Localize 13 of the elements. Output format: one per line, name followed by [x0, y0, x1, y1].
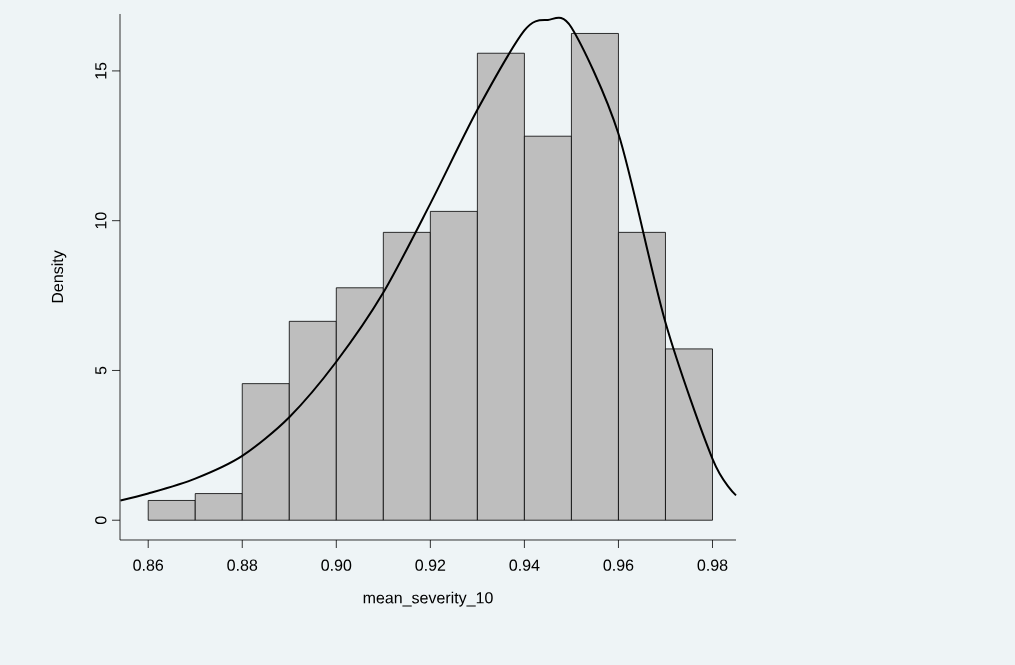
x-tick-label: 0.98	[697, 559, 728, 571]
x-tick-label: 0.90	[321, 559, 352, 571]
y-tick-label: 5	[95, 366, 107, 375]
y-tick-label: 15	[95, 62, 107, 79]
x-tick-label: 0.96	[603, 559, 634, 571]
x-tick-label: 0.92	[415, 559, 446, 571]
y-axis-title: Density	[51, 250, 67, 303]
x-axis-title: mean_severity_10	[363, 591, 493, 607]
x-tick-label: 0.86	[133, 559, 164, 571]
x-tick-label: 0.94	[509, 559, 540, 571]
y-tick-label: 10	[95, 212, 107, 229]
y-tick-label: 0	[95, 516, 107, 525]
x-tick-label: 0.88	[227, 559, 258, 571]
